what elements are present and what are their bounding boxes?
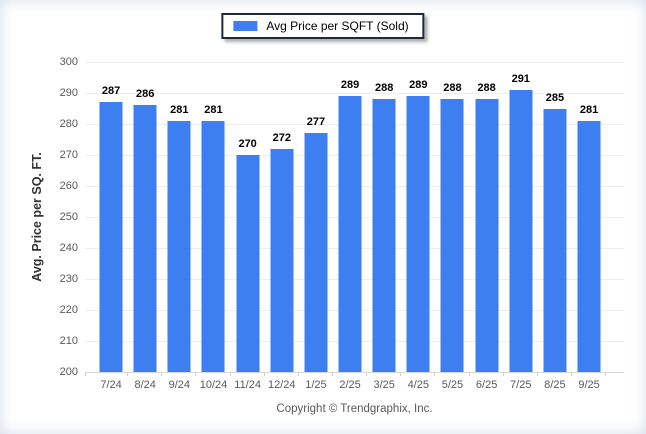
x-tick-label: 3/25 bbox=[373, 379, 395, 391]
bar-slot: 289 4/25 bbox=[401, 62, 436, 391]
bar-12/24 bbox=[270, 148, 294, 372]
bar-slot: 285 8/25 bbox=[538, 62, 573, 391]
x-tick-label: 7/24 bbox=[100, 379, 122, 391]
gridline-290 bbox=[85, 93, 624, 94]
bar-value-label: 288 bbox=[375, 82, 394, 95]
y-tick-label: 270 bbox=[59, 149, 78, 161]
y-tick-label: 260 bbox=[59, 180, 78, 192]
bar-value-label: 286 bbox=[136, 88, 155, 101]
bar-value-label: 289 bbox=[340, 79, 360, 92]
bar-slot: 272 12/24 bbox=[265, 62, 299, 391]
axis-start-tick bbox=[85, 372, 86, 376]
bar-series: 287 7/24 286 8/24 281 9/24 281 10/24 270 11/24 272… bbox=[94, 62, 607, 391]
y-tick-label: 230 bbox=[59, 273, 78, 285]
bar-slot: 291 7/25 bbox=[504, 62, 538, 391]
x-tick-label: 2/25 bbox=[339, 379, 361, 391]
bar-value-label: 287 bbox=[101, 85, 121, 98]
bar-4/25 bbox=[406, 96, 430, 372]
x-tick-label: 6/25 bbox=[475, 379, 498, 391]
bar-value-label: 285 bbox=[545, 91, 565, 104]
bar-9/24 bbox=[167, 120, 191, 372]
bar-8/24 bbox=[133, 105, 157, 372]
bar-value-label: 281 bbox=[579, 103, 599, 116]
bar-slot: 281 10/24 bbox=[196, 62, 231, 391]
bar-9/25 bbox=[577, 120, 601, 372]
x-tick-label: 12/24 bbox=[268, 379, 296, 391]
y-tick-label: 240 bbox=[59, 242, 78, 254]
y-axis-labels: 300 290 280 270 260 250 240 230 220 210 200 bbox=[0, 56, 78, 378]
bar-value-label: 281 bbox=[204, 103, 223, 116]
bar-value-label: 270 bbox=[238, 138, 257, 150]
y-tick-label: 280 bbox=[59, 118, 78, 130]
x-tick-label: 5/25 bbox=[441, 379, 464, 391]
bar-slot: 277 1/25 bbox=[299, 62, 334, 391]
y-tick-label: 290 bbox=[59, 87, 78, 99]
bar-value-label: 277 bbox=[306, 116, 326, 129]
x-tick-label: 11/24 bbox=[234, 379, 261, 391]
bar-value-label: 272 bbox=[272, 131, 291, 144]
bar-value-label: 288 bbox=[443, 82, 462, 95]
copyright-text: Copyright © Trendgraphix, Inc. bbox=[276, 403, 433, 415]
bar-slot: 287 7/24 bbox=[94, 62, 129, 391]
bar-1/25 bbox=[304, 133, 328, 372]
bar-10/24 bbox=[201, 120, 225, 372]
bar-slot: 288 5/25 bbox=[435, 62, 470, 391]
bar-slot: 270 11/24 bbox=[231, 62, 265, 391]
x-tick-label: 4/25 bbox=[407, 379, 430, 391]
legend-swatch bbox=[233, 21, 258, 31]
y-tick-label: 300 bbox=[59, 56, 78, 68]
bar-5/25 bbox=[440, 99, 464, 372]
bar-slot: 288 3/25 bbox=[367, 62, 402, 391]
x-tick-label: 9/25 bbox=[578, 379, 600, 391]
bar-3/25 bbox=[372, 99, 396, 372]
bar-value-label: 281 bbox=[170, 103, 189, 116]
bar-7/25 bbox=[509, 89, 533, 372]
bar-value-label: 291 bbox=[511, 72, 530, 85]
bar-7/24 bbox=[99, 102, 123, 372]
y-tick-label: 220 bbox=[59, 304, 78, 316]
y-tick-label: 250 bbox=[59, 211, 78, 223]
bar-slot: 281 9/24 bbox=[162, 62, 197, 391]
bar-8/25 bbox=[543, 108, 567, 372]
bar-slot: 281 9/25 bbox=[572, 62, 607, 391]
x-tick-label: 7/25 bbox=[510, 379, 532, 391]
gridline-200 bbox=[85, 372, 624, 373]
x-tick-label: 10/24 bbox=[199, 379, 228, 391]
y-tick-label: 210 bbox=[59, 335, 78, 347]
bar-slot: 286 8/24 bbox=[128, 62, 163, 391]
x-tick-label: 8/25 bbox=[544, 379, 566, 391]
legend-label: Avg Price per SQFT (Sold) bbox=[266, 19, 409, 33]
y-tick-label: 200 bbox=[59, 366, 78, 378]
bar-value-label: 289 bbox=[409, 79, 428, 92]
bar-11/24 bbox=[236, 155, 260, 372]
legend: Avg Price per SQFT (Sold) bbox=[221, 13, 425, 39]
gridline-300 bbox=[85, 62, 624, 63]
bar-6/25 bbox=[475, 99, 499, 372]
x-tick-label: 8/24 bbox=[134, 379, 156, 391]
bar-slot: 288 6/25 bbox=[470, 62, 504, 391]
bar-slot: 289 2/25 bbox=[333, 62, 368, 391]
x-tick-label: 9/24 bbox=[168, 379, 191, 391]
bar-value-label: 288 bbox=[477, 82, 496, 95]
x-tick-label: 1/25 bbox=[305, 379, 327, 391]
bar-2/25 bbox=[338, 96, 362, 372]
